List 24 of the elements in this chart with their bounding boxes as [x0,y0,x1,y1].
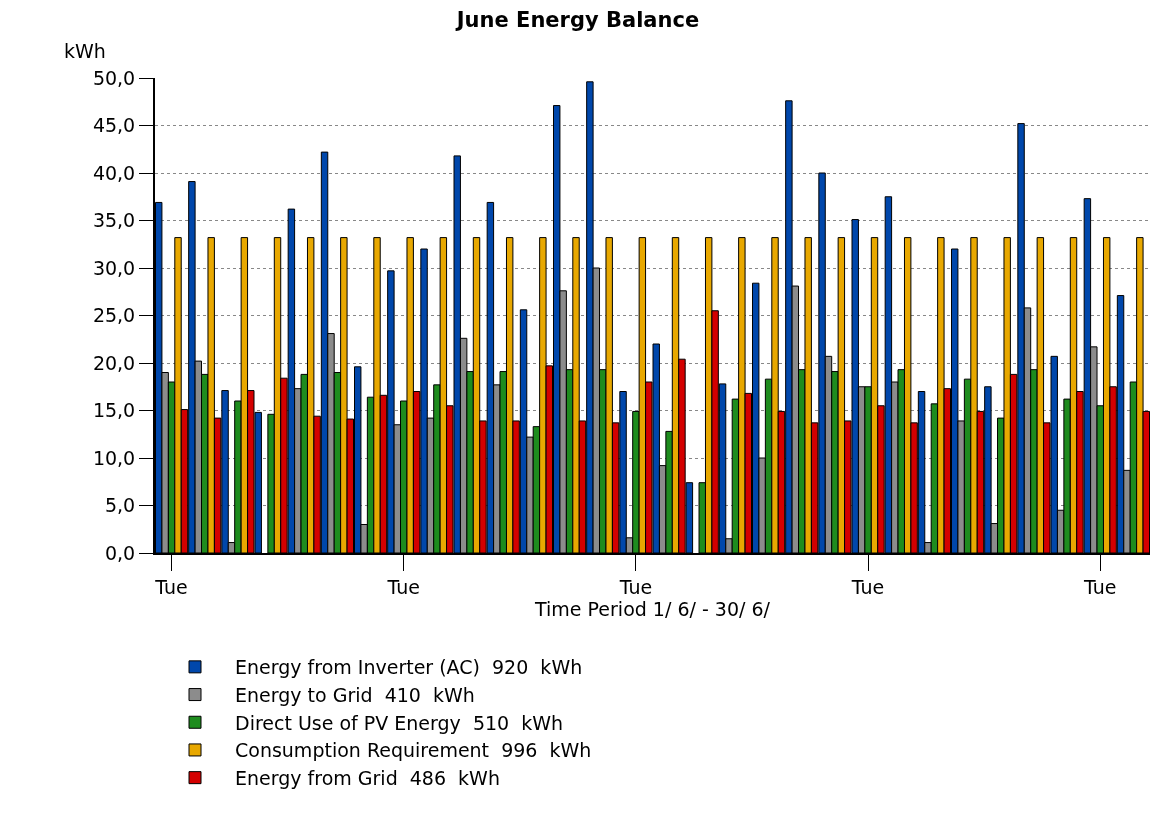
y-tick-label: 35,0 [92,209,136,232]
y-tick-label: 40,0 [92,161,136,184]
y-tick-label: 10,0 [92,446,136,469]
y-tick-label: 15,0 [92,399,136,422]
y-tick-label: 25,0 [92,304,136,327]
x-tick-label: Tue [154,575,188,598]
x-tick-label: Tue [850,575,885,598]
chart-title: June Energy Balance [454,8,700,32]
x-tick-label: Tue [618,575,653,598]
y-tick-label: 30,0 [92,256,136,279]
y-tick-label: 0,0 [104,541,136,564]
x-tick-label: Tue [386,575,420,598]
legend-label: Direct Use of PV Energy 510 kWh [235,711,564,734]
legend-label: Consumption Requirement 996 kWh [235,739,592,762]
y-axis-title: kWh [64,40,106,62]
legend-label: Energy from Grid 486 kWh [235,767,500,790]
x-tick-label: Tue [1083,575,1117,598]
legend-label: Energy to Grid 410 kWh [235,683,475,706]
x-axis-title: Time Period 1/ 6/ - 30/ 6/ [534,597,771,620]
y-tick-label: 5,0 [104,494,136,517]
legend-label: Energy from Inverter (AC) 920 kWh [235,656,583,679]
y-tick-label: 45,0 [92,114,136,137]
y-tick-label: 50,0 [92,66,136,89]
y-tick-label: 20,0 [92,351,136,374]
